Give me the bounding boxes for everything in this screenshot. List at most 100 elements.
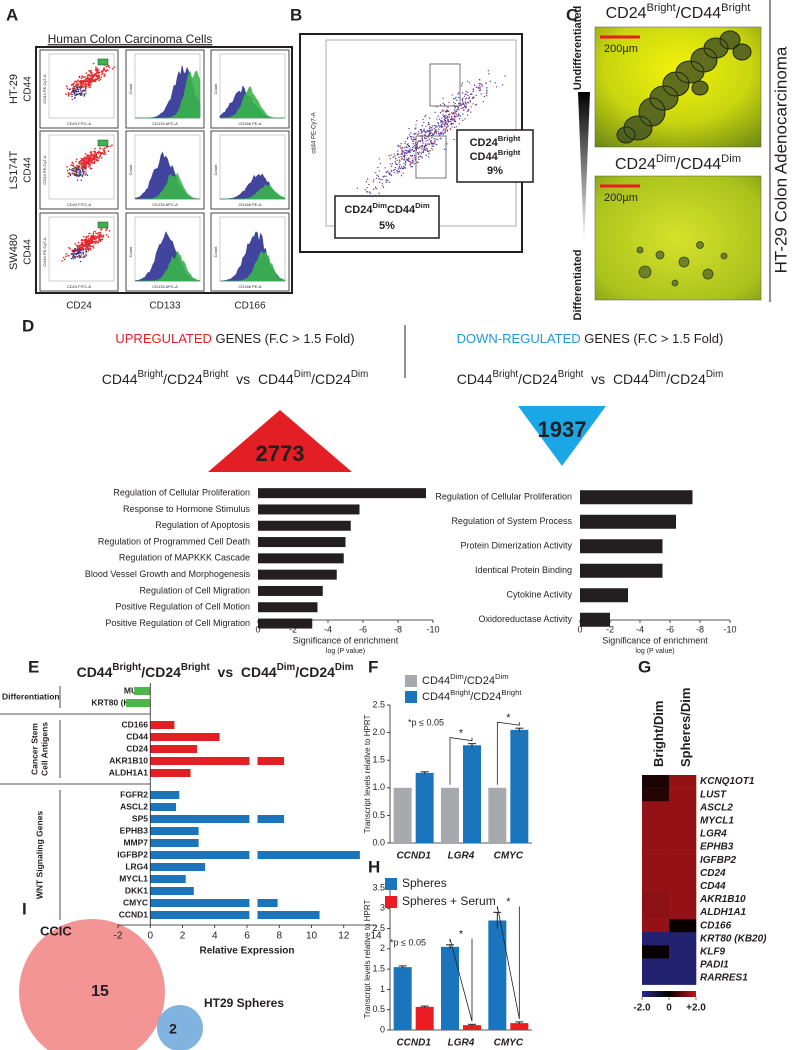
y-tick-label: 0	[380, 1024, 385, 1034]
x-tick-label: 14	[370, 931, 382, 942]
superscript: Bright	[498, 134, 521, 143]
superscript: Dim	[656, 153, 676, 165]
bar	[150, 745, 198, 753]
bar	[580, 563, 663, 578]
category-label: CMYC	[123, 897, 148, 907]
text-part: CD44	[387, 204, 416, 216]
bar	[463, 1025, 481, 1030]
axis-label: cd44 PE-Cy7-A	[312, 112, 318, 153]
legend-label: CD44Bright/CD24Bright	[422, 688, 522, 703]
heatmap-cell	[669, 775, 697, 789]
heading-keyword: UPREGULATED	[115, 331, 212, 346]
comparison-label: CD44Bright/CD24Bright vs CD44Dim/CD24Dim	[102, 369, 369, 387]
superscript: Bright	[203, 369, 229, 380]
text-part: CD44	[102, 371, 138, 387]
bar	[150, 863, 206, 871]
panel-letter: I	[22, 899, 27, 918]
category-label: ASCL2	[120, 801, 148, 811]
legend-swatch	[385, 896, 397, 908]
subplot-y-label: Count	[213, 246, 218, 258]
category-label: Regulation of Programmed Cell Death	[98, 536, 250, 546]
x-tick-label: CCND1	[396, 1038, 431, 1049]
category-label: Identical Protein Binding	[475, 565, 572, 575]
x-axis-label: log (P value)	[635, 648, 674, 655]
category-label: CCND1	[119, 909, 149, 919]
category-label: Regulation of Cellular Proliferation	[113, 488, 250, 498]
text-part: /CD24	[470, 691, 501, 703]
chart-title: CD44Bright/CD24Bright vs CD44Dim/CD24Dim	[77, 662, 354, 680]
venn-set-label: HT29 Spheres	[204, 996, 284, 1010]
heatmap-cell	[642, 853, 670, 867]
colorbar-tick-label: +2.0	[686, 1003, 706, 1014]
bar	[126, 699, 151, 707]
text-part: /CD24	[518, 371, 558, 387]
x-tick-label: -6	[359, 624, 367, 634]
heatmap-cell	[669, 866, 697, 881]
scatter-cloud	[70, 248, 88, 263]
legend-swatch	[405, 675, 417, 687]
row-label: SW480	[8, 234, 20, 270]
gate	[73, 86, 87, 95]
x-tick-label: -6	[666, 624, 674, 634]
significance-bracket	[449, 737, 473, 785]
superscript: Dim	[351, 369, 368, 380]
y-tick-label: 3.5	[372, 882, 385, 892]
bar	[150, 839, 199, 847]
text-part: /CD24	[141, 664, 181, 680]
category-label: CD24	[126, 743, 148, 753]
group-label: WNT Signaling Genes	[34, 811, 44, 900]
superscript: Bright	[501, 688, 522, 697]
heatmap-cell	[669, 801, 697, 815]
section-heading: UPREGULATED GENES (F.C > 1.5 Fold)	[115, 331, 354, 346]
x-tick-label: -2	[606, 624, 614, 634]
bar	[258, 520, 351, 531]
x-tick-label: 6	[244, 931, 250, 942]
significance-label: *	[459, 929, 464, 941]
category-label: Positive Regulation of Cell Migration	[105, 618, 250, 628]
row-label: KRT80 (KB20)	[700, 933, 767, 944]
group-label: Differentiation	[2, 691, 60, 701]
subplot-y-label: Count	[128, 83, 133, 95]
x-axis-label: Relative Expression	[199, 946, 294, 957]
row-label: ALDH1A1	[699, 907, 747, 918]
heatmap-cell	[669, 932, 697, 946]
panel-letter: B	[290, 5, 302, 24]
text-part: vs CD44	[210, 664, 277, 680]
subplot-x-label: CD133 APC-A	[152, 121, 178, 126]
heatmap-cell	[642, 814, 670, 828]
row-label: CD166	[700, 920, 732, 931]
scale-label: 200µm	[604, 192, 638, 204]
column-label: CD24	[66, 301, 92, 312]
significance-label: *	[459, 728, 464, 740]
venn-count: 2	[169, 1021, 177, 1037]
text-part: /CD44	[676, 5, 721, 22]
bar	[150, 721, 175, 729]
subplot-y-label: Count	[128, 246, 133, 258]
side-label: HT-29 Colon Adenocarcinoma	[771, 46, 790, 273]
row-label: KLF9	[700, 946, 725, 957]
text-part: CD44	[457, 371, 493, 387]
column-label: Spheres/Dim	[678, 688, 693, 767]
panel-a-title: Human Colon Carcinoma Cells	[48, 32, 213, 46]
flow-plot-area	[48, 216, 115, 282]
x-tick-label: CMYC	[494, 851, 524, 862]
column-label: CD166	[234, 301, 266, 312]
x-tick-label: -10	[723, 624, 736, 634]
bar	[463, 745, 481, 843]
x-tick-label: LGR4	[448, 851, 475, 862]
micrograph	[594, 175, 762, 301]
superscript: Dim	[495, 672, 509, 681]
histogram	[135, 172, 201, 200]
bar	[393, 967, 412, 1030]
y-tick-label: 0.0	[372, 837, 385, 847]
row-label: AKR1B10	[699, 894, 746, 905]
heatmap-cell	[642, 906, 670, 920]
category-label: Regulation of MAPKKK Cascade	[119, 553, 250, 563]
text-part: CD44	[422, 675, 450, 687]
gate	[73, 167, 87, 176]
row-label: KCNQ1OT1	[700, 776, 755, 787]
superscript: Bright	[181, 662, 211, 673]
superscript: Dim	[721, 153, 741, 165]
